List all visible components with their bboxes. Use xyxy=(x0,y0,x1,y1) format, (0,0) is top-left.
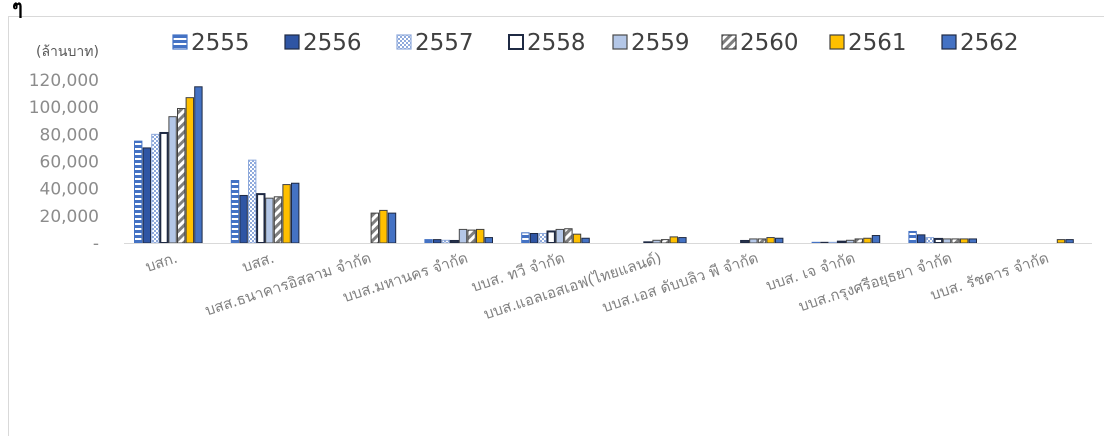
legend-label-2556: 2556 xyxy=(303,30,362,56)
bar-2562-3 xyxy=(484,237,494,244)
legend-swatch-2562 xyxy=(941,34,957,50)
bar-2562-8 xyxy=(968,238,977,244)
bar-2561-3 xyxy=(476,228,485,244)
legend-swatch-2558 xyxy=(508,34,524,50)
bar-2561-7 xyxy=(863,237,872,244)
y-axis: - 20,000 40,000 60,000 80,000 100,000 120,000 xyxy=(29,71,99,254)
legend-swatch-2559 xyxy=(612,34,628,50)
chart-frame xyxy=(8,16,1104,436)
bar-2559-8 xyxy=(942,238,952,244)
y-tick-label: - xyxy=(93,234,99,254)
legend-label-2559: 2559 xyxy=(631,30,690,56)
bar-chart: ๆ (ล้านบาท) 2555 2556 2557 2558 2559 2560 2561… xyxy=(12,0,1092,323)
legend-swatch-2555 xyxy=(172,34,188,50)
x-tick-label: บบส.แอลเอสเอฟ(ไทยแลนด์) xyxy=(481,249,663,323)
x-tick-label: บสส.ธนาคารอิสลาม จำกัด xyxy=(203,249,373,320)
y-tick-label: 40,000 xyxy=(40,180,99,200)
legend-swatch-2557 xyxy=(396,34,412,50)
bar-2560-3 xyxy=(467,229,476,244)
bar-2555-7 xyxy=(811,241,820,244)
bar-2557-1 xyxy=(248,159,257,244)
bar-2562-0 xyxy=(194,86,203,244)
x-axis: บสก. บสส.บสส.ธนาคารอิสลาม จำกัดบบส.มหานคร… xyxy=(124,243,1092,323)
bar-2562-5 xyxy=(678,237,687,244)
bar-2561-1 xyxy=(282,184,291,244)
bar-2560-4 xyxy=(564,228,573,244)
bar-2561-0 xyxy=(185,97,195,244)
bar-2555-0 xyxy=(134,140,143,244)
bar-2560-0 xyxy=(177,108,186,244)
bar-2557-7 xyxy=(828,241,838,244)
bar-2558-3 xyxy=(449,239,460,244)
bar-2562-1 xyxy=(291,182,300,244)
legend-label-2558: 2558 xyxy=(527,30,586,56)
legend-label-2560: 2560 xyxy=(740,30,799,56)
bar-2559-0 xyxy=(168,116,177,244)
y-tick-label: 120,000 xyxy=(29,71,99,91)
legend-label-2562: 2562 xyxy=(960,30,1019,56)
bar-2558-4 xyxy=(546,230,556,244)
bar-2556-0 xyxy=(142,147,152,244)
bar-2560-5 xyxy=(661,239,670,244)
bar-2555-8 xyxy=(908,230,917,244)
bar-2559-5 xyxy=(652,239,661,244)
bar-2556-3 xyxy=(433,239,442,244)
bar-2561-4 xyxy=(572,233,582,244)
legend-label-2555: 2555 xyxy=(191,30,250,56)
bar-2559-1 xyxy=(265,197,274,244)
legend-label-2561: 2561 xyxy=(848,30,907,56)
legend-swatch-2560 xyxy=(721,34,737,50)
bar-2561-5 xyxy=(669,236,678,244)
bar-2559-7 xyxy=(846,239,855,244)
bar-2558-0 xyxy=(159,131,169,245)
bar-2556-7 xyxy=(820,241,829,244)
bar-2556-1 xyxy=(239,194,248,244)
corner-text: ๆ xyxy=(12,0,23,19)
bar-2558-7 xyxy=(836,240,847,244)
y-tick-label: 100,000 xyxy=(29,98,99,118)
y-tick-label: 80,000 xyxy=(40,125,99,145)
bar-2560-6 xyxy=(757,238,767,244)
bar-2556-8 xyxy=(917,234,926,244)
bar-2558-6 xyxy=(740,239,750,244)
bar-2558-5 xyxy=(643,241,653,244)
chart-legend: 2555 2556 2557 2558 2559 2560 2561 2562 xyxy=(172,30,1019,56)
bar-2562-2 xyxy=(387,212,397,244)
legend-swatch-2556 xyxy=(284,34,300,50)
bar-2559-3 xyxy=(458,228,468,244)
bars-group xyxy=(134,86,1074,245)
bar-2561-2 xyxy=(379,209,388,244)
bar-2559-4 xyxy=(555,228,564,244)
bar-2562-7 xyxy=(871,235,881,244)
bar-2555-3 xyxy=(424,239,433,244)
bar-2559-6 xyxy=(749,238,758,244)
bar-2560-7 xyxy=(854,238,863,244)
bar-2560-1 xyxy=(273,196,283,244)
bar-2560-2 xyxy=(370,212,380,244)
bar-2557-8 xyxy=(925,237,934,244)
bar-2558-8 xyxy=(933,237,944,245)
y-tick-label: 60,000 xyxy=(40,153,99,173)
bar-2558-1 xyxy=(256,193,266,245)
y-tick-label: 20,000 xyxy=(40,207,99,227)
bar-2561-9 xyxy=(1056,239,1066,244)
legend-label-2557: 2557 xyxy=(415,30,474,56)
bar-2555-1 xyxy=(230,180,240,244)
bar-2560-8 xyxy=(951,238,960,244)
bar-2562-4 xyxy=(581,237,590,244)
bar-2555-4 xyxy=(521,232,530,244)
bar-2562-9 xyxy=(1065,239,1074,244)
y-unit-label: (ล้านบาท) xyxy=(36,44,99,60)
x-tick-label: บสส. xyxy=(240,249,277,276)
bar-2557-4 xyxy=(538,232,547,244)
bar-2556-4 xyxy=(529,232,539,244)
bar-2561-6 xyxy=(766,237,775,244)
x-tick-label: บสก. xyxy=(143,249,180,276)
bar-2561-8 xyxy=(960,238,969,244)
bar-2557-3 xyxy=(441,239,451,244)
legend-swatch-2561 xyxy=(829,34,845,50)
bar-2557-0 xyxy=(151,133,160,244)
bar-2562-6 xyxy=(775,237,784,244)
